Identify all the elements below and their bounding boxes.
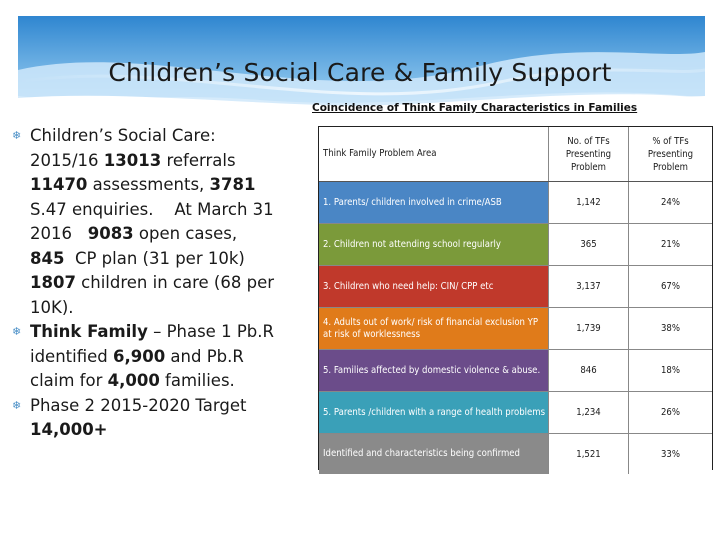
header-count: No. of TFs Presenting Problem [548, 127, 628, 181]
bullet-item: ❄ Children’s Social Care: 2015/16 13013 … [12, 124, 274, 320]
banner-wave-graphic [17, 16, 706, 120]
percent-cell: 33% [628, 434, 712, 474]
bullet-figure: 14,000+ [30, 420, 108, 439]
table-body: 1. Parents/ children involved in crime/A… [319, 182, 712, 474]
snowflake-bullet-icon: ❄ [12, 398, 22, 412]
bullet-segment: S.47 enquiries. At March 31 2016 [30, 175, 279, 244]
bullet-segment: assessments, [87, 175, 210, 194]
percent-cell: 38% [628, 308, 712, 349]
table-row: 2. Children not attending school regular… [319, 224, 712, 266]
bullet-segment: and Pb.R claim for [30, 346, 250, 391]
snowflake-bullet-icon: ❄ [12, 129, 22, 142]
table-row: 5. Parents /children with a range of hea… [319, 392, 712, 434]
table-row: 5. Families affected by domestic violenc… [319, 350, 712, 392]
problem-area-cell: 1. Parents/ children involved in crime/A… [319, 182, 548, 223]
problem-area-cell: Identified and characteristics being con… [319, 434, 548, 474]
bullet-item: ❄ Phase 2 2015-2020 Target 14,000+ [12, 394, 274, 443]
table-row: 4. Adults out of work/ risk of financial… [319, 308, 712, 350]
bullet-segment: families. [159, 371, 235, 390]
problem-area-cell: 2. Children not attending school regular… [319, 224, 548, 265]
table-row: 1. Parents/ children involved in crime/A… [319, 182, 712, 224]
slide-title: Children’s Social Care & Family Support [108, 58, 612, 87]
bullet-text: Children’s Social Care: 2015/16 13013 re… [30, 126, 279, 317]
bullet-segment: CP plan (31 per 10k) [64, 248, 251, 268]
percent-cell: 67% [628, 266, 712, 307]
bullet-figure: 11470 [30, 175, 88, 194]
bullet-text: Phase 2 2015-2020 Target 14,000+ [30, 396, 257, 440]
bullet-figure: 845 [30, 248, 65, 268]
bullet-text: Think Family – Phase 1 Pb.R identified 6… [30, 322, 279, 390]
header-area: Think Family Problem Area [323, 148, 437, 159]
problem-area-cell: 4. Adults out of work/ risk of financial… [319, 308, 548, 349]
bullet-figure: 6,900 [112, 346, 166, 366]
bullet-segment: referrals [161, 150, 241, 170]
bullet-segment: – Phase 1 Pb.R identified [30, 322, 280, 366]
count-cell: 1,234 [548, 392, 628, 433]
table-row: Identified and characteristics being con… [319, 434, 712, 474]
bullet-segment: Phase 2 2015-2020 Target [30, 395, 257, 415]
header-percent: % of TFs Presenting Problem [628, 127, 712, 181]
bullet-figure: 4,000 [107, 371, 160, 390]
bullet-figure: Think Family [30, 322, 148, 341]
bullet-figure: 1807 [30, 273, 76, 292]
problem-area-cell: 5. Families affected by domestic violenc… [319, 350, 548, 391]
snowflake-bullet-icon: ❄ [12, 325, 22, 338]
think-family-table: Think Family Problem Area No. of TFs Pre… [318, 126, 713, 474]
count-cell: 3,137 [548, 266, 628, 307]
count-cell: 1,739 [548, 308, 628, 349]
bullet-segment: Children’s Social Care: 2015/16 [30, 126, 221, 170]
bullet-segment: children in care (68 per 10K). [30, 273, 280, 317]
bullet-item: ❄ Think Family – Phase 1 Pb.R identified… [12, 320, 274, 394]
problem-area-cell: 3. Children who need help: CIN/ CPP etc [319, 266, 548, 307]
count-cell: 846 [548, 350, 628, 391]
percent-cell: 21% [628, 224, 712, 265]
count-cell: 1,142 [548, 182, 628, 223]
table-caption: Coincidence of Think Family Characterist… [312, 102, 638, 114]
bullet-figure: 9083 [87, 224, 134, 243]
percent-cell: 26% [628, 392, 712, 433]
bullet-segment: open cases, [133, 224, 269, 243]
problem-area-cell: 5. Parents /children with a range of hea… [319, 392, 548, 433]
count-cell: 1,521 [548, 434, 628, 474]
bullet-list: ❄ Children’s Social Care: 2015/16 13013 … [12, 124, 274, 443]
table-header-row: Think Family Problem Area No. of TFs Pre… [319, 127, 712, 182]
table-row: 3. Children who need help: CIN/ CPP etc 3… [319, 266, 712, 308]
count-cell: 365 [548, 224, 628, 265]
percent-cell: 24% [628, 182, 712, 223]
header-banner [0, 0, 720, 120]
bullet-figure: 3781 [209, 175, 256, 194]
percent-cell: 18% [628, 350, 712, 391]
bullet-figure: 13013 [103, 150, 162, 170]
